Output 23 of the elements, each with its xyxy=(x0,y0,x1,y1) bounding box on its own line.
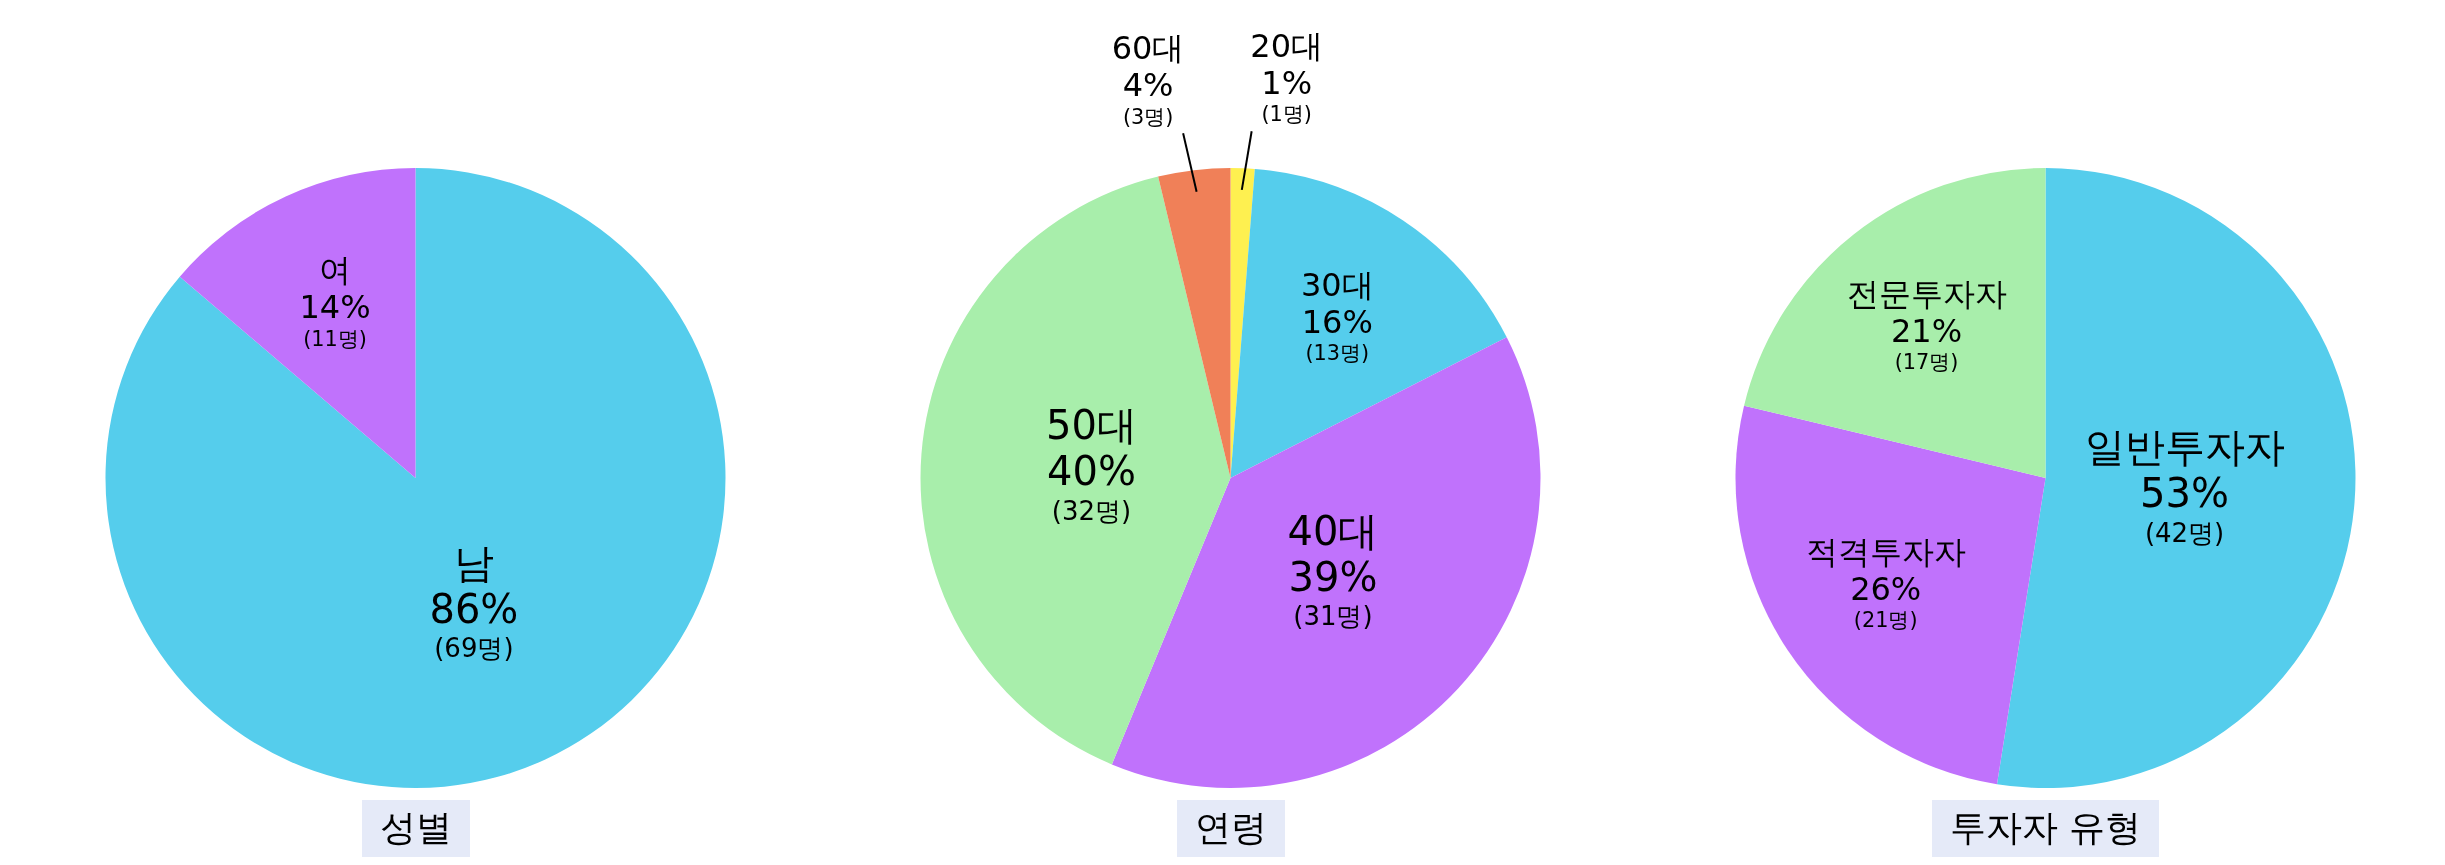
slice-label: 30대 xyxy=(1300,266,1374,305)
data-label: 1% (1명) xyxy=(1261,64,1313,127)
data-label: 16% (13명) xyxy=(1301,302,1373,366)
data-label: 53% (42명) xyxy=(2140,470,2230,548)
data-label: 86% (69명) xyxy=(429,586,519,664)
slice-label: 일반투자자 xyxy=(2084,424,2285,471)
slice-label: 적격투자자 xyxy=(1805,532,1966,571)
text: 투자자 유형 xyxy=(1931,800,2160,857)
data-label: 26% (21명) xyxy=(1850,569,1922,632)
data-label: 4% (3명) xyxy=(1122,66,1174,129)
data-label: 21% (17명) xyxy=(1890,311,1963,375)
data-label: 14% (11명) xyxy=(299,288,371,351)
slice-label: 전문투자자 xyxy=(1846,275,2007,314)
data-label: 39% (31명) xyxy=(1288,554,1378,632)
slice-label: 60대 xyxy=(1111,29,1185,68)
slice-label: 여 xyxy=(319,251,352,290)
text: 성별 xyxy=(361,800,470,857)
slice-label: 남 xyxy=(453,540,494,587)
text: 연령 xyxy=(1176,800,1285,857)
slice-label: 20대 xyxy=(1250,27,1324,66)
slice-label: 40대 xyxy=(1287,508,1379,555)
data-label: 40% (32명) xyxy=(1046,448,1136,526)
slice-label: 50대 xyxy=(1045,402,1137,449)
